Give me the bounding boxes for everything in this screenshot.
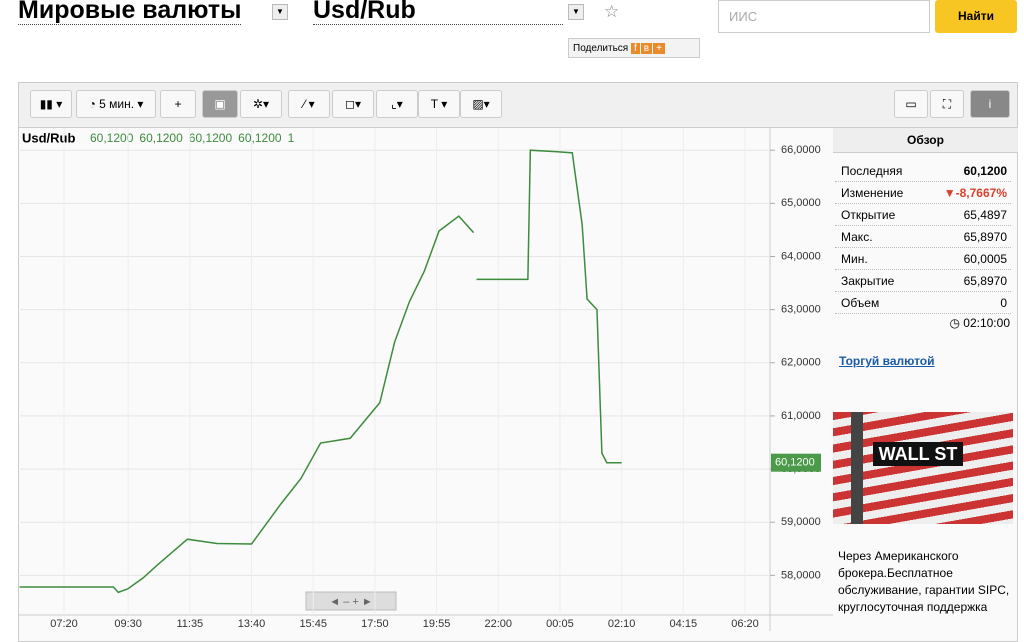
overview-label: Объем: [841, 296, 880, 310]
tool[interactable]: ⛶: [930, 90, 964, 118]
overview-value: 0: [1000, 296, 1007, 310]
overview-label: Последняя: [841, 164, 903, 178]
legend-value: 60,1200: [238, 131, 282, 145]
ad-image[interactable]: WALL ST: [833, 412, 1013, 524]
overview-row: Закрытие 65,8970: [835, 270, 1011, 292]
y-tick-label: 59,0000: [781, 516, 821, 528]
tool[interactable]: ▣: [202, 90, 238, 118]
overview-time: ◷ 02:10:00: [949, 316, 1010, 330]
x-tick-label: 06:20: [731, 618, 759, 630]
market-title[interactable]: Мировые валюты: [18, 0, 242, 25]
time: 02:10:00: [963, 316, 1010, 330]
x-tick-label: 07:20: [50, 618, 78, 630]
overview-label: Изменение: [841, 186, 904, 200]
x-tick-label: 17:50: [361, 618, 389, 630]
y-tick-label: 64,0000: [781, 250, 821, 262]
y-tick-label: 58,0000: [781, 569, 821, 581]
price-line: [476, 149, 622, 464]
overview-label: Макс.: [841, 230, 873, 244]
tool[interactable]: ✲▾: [240, 90, 282, 118]
tool[interactable]: ◻▾: [332, 90, 374, 118]
y-tick-label: 65,0000: [781, 197, 821, 209]
overview-label: Открытие: [841, 208, 896, 222]
x-tick-label: 19:55: [423, 618, 451, 630]
overview-row: Изменение ▼-8,7667%: [835, 182, 1011, 204]
overview-row: Макс. 65,8970: [835, 226, 1011, 248]
share-button[interactable]: Поделиться f в +: [568, 38, 700, 58]
overview-value: 65,8970: [963, 230, 1007, 244]
tool[interactable]: ⌞▾: [376, 90, 418, 118]
price-line: [19, 215, 475, 594]
tool[interactable]: ▮▮ ▾: [30, 90, 72, 118]
x-tick-label: 15:45: [299, 618, 327, 630]
tool[interactable]: +: [160, 90, 196, 118]
overview-table: Последняя 60,1200 Изменение ▼-8,7667% Открыт…: [835, 160, 1011, 314]
overview-title: Обзор: [833, 128, 1018, 153]
overview-row: Мин. 60,0005: [835, 248, 1011, 270]
dropdown[interactable]: ▼: [272, 4, 288, 20]
overview-value: 65,4897: [963, 208, 1007, 222]
scroll-nav[interactable]: ◄ – + ►: [305, 591, 397, 611]
interval[interactable]: ◔ 5 мин. ▾: [76, 90, 156, 118]
share-label: Поделиться: [573, 43, 629, 54]
y-tick-label: 63,0000: [781, 304, 821, 316]
search-button[interactable]: Найти: [935, 0, 1017, 33]
tool[interactable]: ▨▾: [460, 90, 502, 118]
pair-title[interactable]: Usd/Rub: [313, 0, 563, 25]
x-tick-label: 09:30: [114, 618, 142, 630]
chart-frame: [18, 82, 1018, 642]
overview-value: 60,1200: [963, 164, 1007, 178]
ad-image-text: WALL ST: [873, 442, 963, 466]
dropdown[interactable]: ▼: [568, 4, 584, 20]
overview-row: Объем 0: [835, 292, 1011, 314]
legend-value: 60,1200: [189, 131, 233, 145]
legend-symbol: Usd/Rub: [22, 130, 76, 145]
x-tick-label: 02:10: [608, 618, 636, 630]
last-price-badge: [771, 453, 821, 472]
y-tick-label: 61,0000: [781, 410, 821, 422]
search-input[interactable]: ИИС: [718, 0, 930, 33]
overview-value: 65,8970: [963, 274, 1007, 288]
last-price-label: 60,1200: [775, 457, 815, 469]
tool[interactable]: ⁄ ▾: [288, 90, 330, 118]
svg-text:◄ – + ►: ◄ – + ►: [329, 596, 372, 608]
x-tick-label: 04:15: [670, 618, 698, 630]
x-tick-label: 22:00: [484, 618, 512, 630]
overview-label: Мин.: [841, 252, 868, 266]
legend-value: 60,1200: [139, 131, 183, 145]
x-tick-label: 13:40: [238, 618, 266, 630]
ad-text: Через Американского брокера.Бесплатное о…: [838, 549, 1010, 614]
star[interactable]: ☆: [604, 2, 620, 21]
x-tick-label: 11:35: [176, 618, 203, 630]
chart: Usd/Rub ◄ – + ► 60,1200 60,1200 60,1200 60,…: [18, 128, 833, 631]
interval-label: 5 мин.: [99, 97, 135, 111]
y-tick-label: 66,0000: [781, 144, 821, 156]
tool[interactable]: T ▾: [418, 90, 460, 118]
tool[interactable]: ▭: [894, 90, 928, 118]
overview-row: Открытие 65,4897: [835, 204, 1011, 226]
y-tick-label: 62,0000: [781, 357, 821, 369]
x-tick-label: 00:05: [546, 618, 574, 630]
overview-row: Последняя 60,1200: [835, 160, 1011, 182]
overview-value: ▼-8,7667%: [943, 186, 1007, 200]
legend-value: 1: [288, 131, 295, 145]
overview-value: 60,0005: [963, 252, 1007, 266]
overview-label: Закрытие: [841, 274, 895, 288]
trade-link[interactable]: Торгуй валютой: [839, 354, 935, 368]
legend-value: 60,1200: [90, 131, 134, 145]
info[interactable]: i: [970, 90, 1010, 118]
